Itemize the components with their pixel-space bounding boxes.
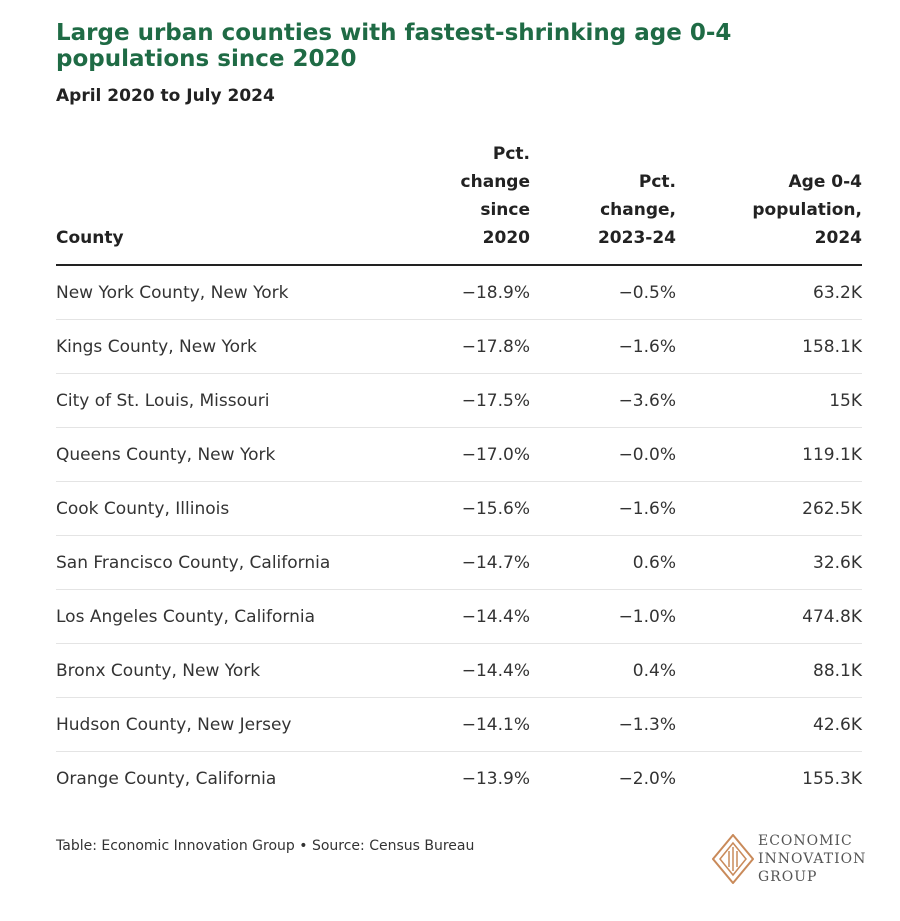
table-body: New York County, New York −18.9% −0.5% 63.2… xyxy=(56,265,862,805)
table-row: Kings County, New York −17.8% −1.6% 158.1K xyxy=(56,319,862,374)
chart-subtitle: April 2020 to July 2024 xyxy=(56,86,275,106)
county-cell: Kings County, New York xyxy=(56,319,416,374)
population-2024-cell: 63.2K xyxy=(676,265,862,320)
header-county-line: County xyxy=(56,228,124,248)
county-cell: San Francisco County, California xyxy=(56,535,416,590)
pct-2023-24-cell: −0.5% xyxy=(530,265,676,320)
pct-since-2020-cell: −17.0% xyxy=(416,427,530,482)
pct-2023-24-cell: −2.0% xyxy=(618,768,676,789)
header-population-2024: Age 0-4 population, 2024 xyxy=(676,140,863,266)
county-cell: City of St. Louis, Missouri xyxy=(56,373,416,428)
header-line: population, xyxy=(752,200,862,220)
pct-since-2020-cell: −17.5% xyxy=(416,373,530,428)
table-row: San Francisco County, California −14.7% 0.… xyxy=(56,535,862,590)
pct-since-2020-cell: −18.9% xyxy=(416,265,530,320)
diamond-logo-icon xyxy=(712,834,754,884)
pct-since-2020-cell: −14.4% xyxy=(416,643,530,698)
county-cell: Los Angeles County, California xyxy=(56,589,416,644)
logo-wordmark: ECONOMIC INNOVATION GROUP xyxy=(758,832,866,886)
population-2024-cell: 262.5K xyxy=(676,481,862,536)
county-cell: Hudson County, New Jersey xyxy=(56,697,416,752)
header-line: 2023-24 xyxy=(597,228,676,248)
pct-2023-24-cell: −0.0% xyxy=(530,427,676,482)
population-2024-cell: 15K xyxy=(676,373,862,428)
pct-since-2020-cell: −17.8% xyxy=(416,319,530,374)
pct-2023-24-cell: −1.0% xyxy=(530,589,676,644)
pct-since-2020-cell: −14.7% xyxy=(416,535,530,590)
population-2024-cell: 155.3K xyxy=(802,768,862,789)
header-pct-2023-24: Pct. change, 2023-24 xyxy=(530,140,676,266)
pct-2023-24-cell: −1.6% xyxy=(530,481,676,536)
header-line: 2024 xyxy=(814,228,862,248)
table-row: Cook County, Illinois −15.6% −1.6% 262.5K xyxy=(56,481,862,536)
table-row: Los Angeles County, California −14.4% −1.0… xyxy=(56,589,862,644)
table-row: Bronx County, New York −14.4% 0.4% 88.1K xyxy=(56,643,862,698)
pct-2023-24-cell: −1.3% xyxy=(530,697,676,752)
logo-line: GROUP xyxy=(758,869,818,885)
header-line: Pct. xyxy=(492,144,530,164)
eig-logo: ECONOMIC INNOVATION GROUP xyxy=(712,832,865,888)
header-line: change, xyxy=(600,200,676,220)
population-2024-cell: 158.1K xyxy=(676,319,862,374)
data-table: County Pct. change since 2020 Pct. chang… xyxy=(56,140,862,805)
header-county: County xyxy=(56,140,416,266)
county-cell: Queens County, New York xyxy=(56,427,416,482)
logo-line: INNOVATION xyxy=(758,851,867,867)
pct-2023-24-cell: −1.6% xyxy=(530,319,676,374)
county-cell: Bronx County, New York xyxy=(56,643,416,698)
county-cell: New York County, New York xyxy=(56,265,416,320)
population-2024-cell: 474.8K xyxy=(676,589,862,644)
pct-since-2020-cell: −14.4% xyxy=(416,589,530,644)
chart-title: Large urban counties with fastest-shrink… xyxy=(56,20,732,72)
population-2024-cell: 88.1K xyxy=(676,643,862,698)
county-cell: Orange County, California xyxy=(56,768,277,789)
logo-line: ECONOMIC xyxy=(758,833,853,849)
county-cell: Cook County, Illinois xyxy=(56,481,416,536)
header-line: 2020 xyxy=(482,228,530,248)
header-line: Pct. xyxy=(638,172,676,192)
pct-2023-24-cell: −3.6% xyxy=(530,373,676,428)
pct-2023-24-cell: 0.4% xyxy=(530,643,676,698)
table-row: New York County, New York −18.9% −0.5% 63.2… xyxy=(56,265,862,320)
pct-2023-24-cell: 0.6% xyxy=(530,535,676,590)
population-2024-cell: 119.1K xyxy=(676,427,862,482)
pct-since-2020-cell: −14.1% xyxy=(416,697,530,752)
pct-since-2020-cell: −15.6% xyxy=(416,481,530,536)
table-row: Hudson County, New Jersey −14.1% −1.3% 42.6… xyxy=(56,697,862,752)
table-row: Orange County, California −13.9% −2.0% 155.… xyxy=(56,752,862,806)
table-header: County Pct. change since 2020 Pct. chang… xyxy=(56,140,863,266)
header-line: change xyxy=(460,172,530,192)
pct-since-2020-cell: −13.9% xyxy=(461,768,530,789)
header-line: Age 0-4 xyxy=(788,172,863,192)
table-row: Queens County, New York −17.0% −0.0% 119.1K xyxy=(56,427,862,482)
header-row: County Pct. change since 2020 Pct. chang… xyxy=(56,140,863,266)
table-row: City of St. Louis, Missouri −17.5% −3.6% 15… xyxy=(56,373,862,428)
source-note: Table: Economic Innovation Group • Sourc… xyxy=(56,838,475,854)
population-2024-cell: 32.6K xyxy=(676,535,862,590)
header-pct-since-2020: Pct. change since 2020 xyxy=(416,140,530,266)
population-2024-cell: 42.6K xyxy=(676,697,862,752)
header-line: since xyxy=(480,200,530,220)
